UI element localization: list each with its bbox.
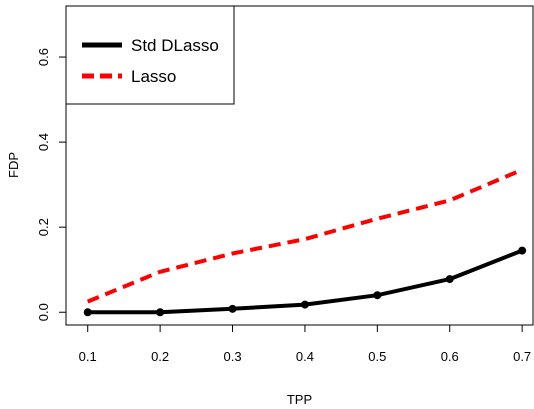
legend: Std DLasso Lasso [66, 6, 234, 104]
x-tick-label: 0.7 [513, 349, 531, 364]
x-tick-label: 0.2 [151, 349, 169, 364]
data-point-std-dlasso [229, 305, 237, 313]
series-layer [84, 170, 526, 316]
x-tick-label: 0.3 [223, 349, 241, 364]
legend-label-lasso: Lasso [131, 67, 176, 86]
data-point-std-dlasso [518, 247, 526, 255]
data-point-std-dlasso [373, 291, 381, 299]
y-axis: 0.0 0.2 0.4 0.6 [36, 48, 66, 321]
data-point-std-dlasso [446, 275, 454, 283]
legend-label-std-dlasso: Std DLasso [131, 36, 219, 55]
data-point-std-dlasso [84, 308, 92, 316]
series-line-lasso [88, 170, 522, 302]
y-axis-title: FDP [6, 152, 21, 178]
y-tick-label: 0.2 [36, 218, 51, 236]
x-tick-label: 0.1 [79, 349, 97, 364]
legend-box [66, 6, 234, 104]
x-tick-label: 0.4 [296, 349, 314, 364]
x-axis: 0.1 0.2 0.3 0.4 0.5 0.6 0.7 [79, 325, 531, 364]
y-tick-label: 0.6 [36, 48, 51, 66]
x-axis-title: TPP [287, 392, 312, 407]
data-point-std-dlasso [156, 308, 164, 316]
data-point-std-dlasso [301, 301, 309, 309]
y-tick-label: 0.0 [36, 303, 51, 321]
x-tick-label: 0.5 [368, 349, 386, 364]
x-tick-label: 0.6 [441, 349, 459, 364]
y-tick-label: 0.4 [36, 133, 51, 151]
